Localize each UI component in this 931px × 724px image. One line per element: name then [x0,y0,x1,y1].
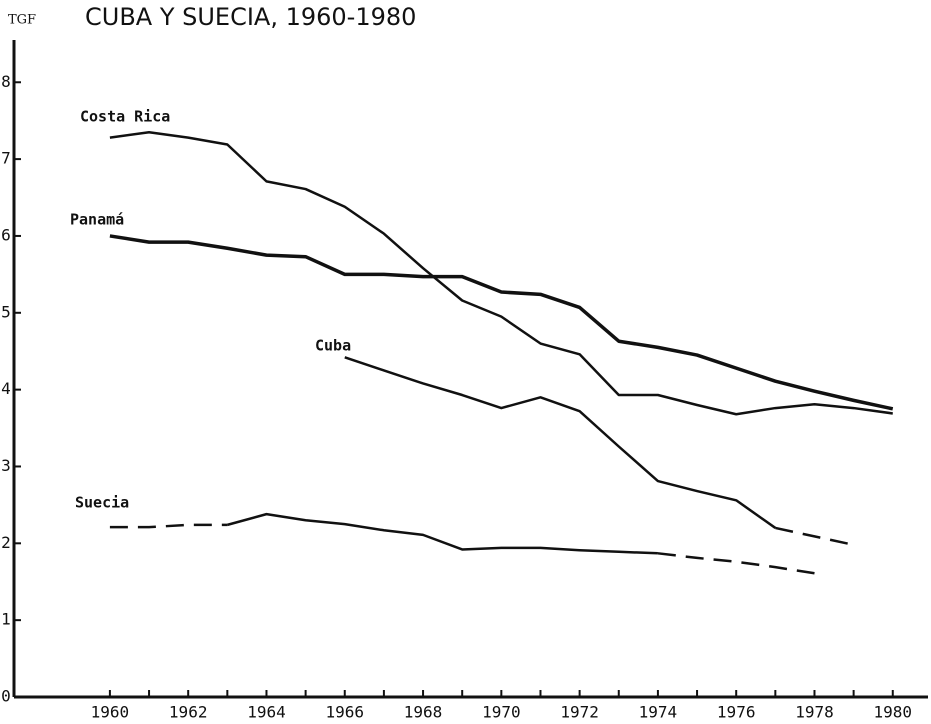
x-tick-label: 1964 [247,703,286,722]
y-tick-label: 8 [1,72,11,91]
x-tick-label: 1966 [325,703,364,722]
y-axis-label: TGF [8,13,36,28]
x-tick-label: 1972 [560,703,599,722]
y-tick-label: 0 [1,687,11,706]
y-tick-label: 3 [1,456,11,475]
x-tick-label: 1980 [874,703,913,722]
series-line [344,356,777,529]
series-label: Suecia [75,494,129,512]
series-label: Cuba [315,337,351,355]
x-tick-label: 1970 [482,703,521,722]
chart-title: CUBA Y SUECIA, 1960-1980 [85,3,416,31]
series-line [109,523,228,529]
series-line [109,130,893,416]
y-tick-label: 6 [1,225,11,244]
series-line [109,234,894,411]
series-line [227,512,658,555]
y-tick-label: 7 [1,149,11,168]
x-tick-label: 1974 [639,703,678,722]
x-tick-label: 1978 [795,703,834,722]
y-tick-label: 5 [1,302,11,321]
series-line [657,552,815,575]
series-label: Panamá [70,211,124,229]
y-tick-label: 4 [1,379,11,398]
series-label: Costa Rica [80,108,170,126]
series-line [775,526,854,547]
x-tick-label: 1976 [717,703,756,722]
x-tick-label: 1960 [91,703,130,722]
x-tick-label: 1968 [404,703,443,722]
y-tick-label: 1 [1,610,11,629]
x-tick-label: 1962 [169,703,208,722]
y-tick-label: 2 [1,533,11,552]
